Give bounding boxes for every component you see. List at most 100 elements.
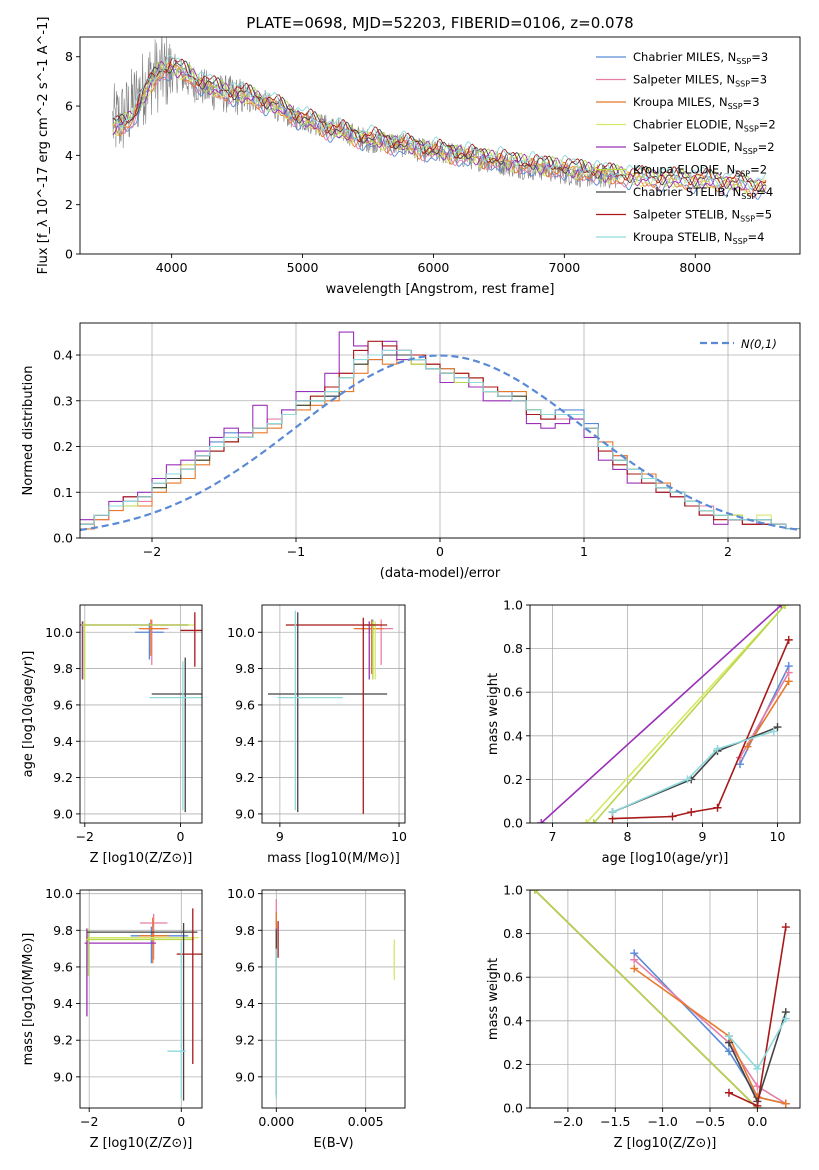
plot-area bbox=[112, 37, 767, 200]
axes-frame bbox=[79, 36, 801, 255]
axes-frame bbox=[261, 889, 406, 1109]
errorbar-kroupa-elodie bbox=[81, 621, 190, 680]
plot-area bbox=[80, 612, 202, 813]
y-tick-label: 9.4 bbox=[53, 734, 73, 749]
massweight-marker bbox=[724, 1088, 733, 1097]
x-tick-label: −2 bbox=[80, 1114, 98, 1129]
y-tick-label: 0.6 bbox=[503, 685, 523, 700]
massweight-line-chabrier-elodie bbox=[585, 605, 786, 823]
y-tick-label: 0.1 bbox=[53, 485, 73, 500]
panel-residual-histogram: −2 −1 0 1 2 0.0 0.1 0.2 0.3 0.4 (data-model)/error… bbox=[21, 322, 801, 581]
errorbar-kroupa-stelib bbox=[167, 941, 186, 1099]
massweight-marker bbox=[537, 819, 546, 823]
y-axis-label: Flux [f_λ 10^-17 erg cm^-2 s^-1 A^-1] bbox=[36, 17, 51, 275]
y-tick-label: 0.4 bbox=[53, 348, 73, 363]
errorbar-salpeter-stelib bbox=[180, 612, 202, 667]
x-tick-label: −0.5 bbox=[695, 1114, 725, 1129]
axes: 7 8 9 10 0.0 0.2 0.4 0.6 0.8 1.0 age [log10(age/yr… bbox=[486, 598, 801, 866]
y-tick-label: 1.0 bbox=[503, 883, 523, 898]
massweight-marker bbox=[589, 819, 598, 823]
errorbar-chabrier-stelib bbox=[86, 922, 198, 1101]
y-tick-label: 0.6 bbox=[503, 970, 523, 985]
axes: 9 10 9.0 9.2 9.4 9.6 9.8 10.0 mass [log10(M/M⊙)] bbox=[227, 604, 407, 866]
y-axis-label: mass [log10(M/M⊙)] bbox=[21, 933, 36, 1066]
y-tick-label: 9.8 bbox=[53, 923, 73, 938]
massweight-marker bbox=[687, 808, 696, 817]
errorbar-chabrier-stelib bbox=[151, 657, 202, 813]
errorbar-chabrier-elodie bbox=[82, 621, 195, 680]
y-tick-label: 1.0 bbox=[503, 598, 523, 613]
y-tick-label: 10.0 bbox=[45, 625, 73, 640]
massweight-marker bbox=[724, 1032, 733, 1041]
massweight-marker bbox=[781, 1099, 790, 1108]
x-tick-label: 5000 bbox=[287, 260, 319, 275]
x-tick-label: 1 bbox=[580, 544, 588, 559]
massweight-marker bbox=[781, 1014, 790, 1023]
massweight-marker bbox=[784, 668, 793, 677]
y-tick-label: 0.3 bbox=[53, 393, 73, 408]
x-axis-label: Z [log10(Z/Z⊙)] bbox=[90, 1136, 193, 1151]
y-tick-label: 0 bbox=[65, 247, 73, 262]
x-tick-label: −2.0 bbox=[553, 1114, 583, 1129]
y-tick-label: 9.8 bbox=[235, 923, 255, 938]
y-tick-label: 9.6 bbox=[53, 697, 73, 712]
massweight-line-salpeter-miles bbox=[633, 959, 787, 1105]
axes: −2 −1 0 1 2 0.0 0.1 0.2 0.3 0.4 (data-model)/error… bbox=[21, 322, 801, 581]
y-tick-label: 0.8 bbox=[503, 641, 523, 656]
massweight-marker bbox=[781, 923, 790, 932]
errorbar-salpeter-stelib bbox=[285, 617, 388, 814]
y-tick-label: 0.4 bbox=[503, 728, 523, 743]
y-tick-label: 6 bbox=[65, 99, 73, 114]
massweight-marker bbox=[582, 819, 591, 823]
x-tick-label: 7000 bbox=[548, 260, 580, 275]
y-tick-label: 0.2 bbox=[503, 1057, 523, 1072]
x-tick-label: 9 bbox=[276, 829, 284, 844]
errorbar-salpeter-miles bbox=[142, 619, 169, 665]
panel-age-vs-metallicity: −2 0 9.0 9.2 9.4 9.6 9.8 10.0 Z [log10(Z/Z⊙)] age… bbox=[21, 604, 203, 866]
legend-label: Chabrier MILES, NSSP=3 bbox=[633, 50, 768, 66]
y-tick-label: 8 bbox=[65, 49, 73, 64]
figure-title: PLATE=0698, MJD=52203, FIBERID=0106, z=0… bbox=[246, 14, 633, 32]
gaussian-curve bbox=[80, 354, 800, 532]
legend: N(0,1) bbox=[700, 337, 777, 351]
model-spectrum-line-salpeter-miles bbox=[112, 64, 767, 199]
grid bbox=[530, 889, 800, 1109]
y-tick-label: 9.8 bbox=[235, 661, 255, 676]
x-tick-label: 9 bbox=[699, 829, 707, 844]
y-axis-label: mass weight bbox=[486, 958, 501, 1040]
model-spectrum-line-chabrier-stelib bbox=[112, 60, 767, 193]
legend-label: Chabrier ELODIE, NSSP=2 bbox=[633, 118, 776, 134]
errorbar-kroupa-miles bbox=[138, 917, 169, 964]
massweight-marker bbox=[630, 955, 639, 964]
errorbar-salpeter-elodie bbox=[80, 621, 188, 680]
y-tick-label: 2 bbox=[65, 197, 73, 212]
y-tick-label: 9.6 bbox=[235, 697, 255, 712]
y-tick-label: 10.0 bbox=[227, 886, 255, 901]
model-spectrum-line-kroupa-stelib bbox=[112, 55, 767, 190]
legend: Chabrier MILES, NSSP=3 Salpeter MILES, NS… bbox=[596, 50, 776, 246]
massweight-marker bbox=[724, 1047, 733, 1056]
massweight-marker bbox=[769, 727, 778, 736]
y-tick-label: 9.2 bbox=[53, 770, 73, 785]
y-tick-label: 9.2 bbox=[235, 1033, 255, 1048]
axes-frame bbox=[529, 604, 801, 824]
axes: 0.000 0.005 9.0 9.2 9.4 9.6 9.8 10.0 E(B-V) bbox=[227, 886, 406, 1151]
x-axis-label: Z [log10(Z/Z⊙)] bbox=[90, 851, 193, 866]
massweight-marker bbox=[630, 964, 639, 973]
massweight-marker bbox=[713, 803, 722, 812]
x-tick-label: −2 bbox=[143, 544, 161, 559]
x-tick-label: 0.0 bbox=[747, 1114, 767, 1129]
axes-frame bbox=[529, 889, 801, 1109]
axes: −2.0 −1.5 −1.0 −0.5 0.0 0.0 0.2 0.4 0.6 0.8 1.0 Z [… bbox=[486, 883, 801, 1151]
massweight-line-salpeter-stelib bbox=[612, 639, 790, 820]
plot-area bbox=[275, 899, 395, 1099]
y-tick-label: 9.6 bbox=[53, 959, 73, 974]
massweight-marker bbox=[773, 723, 782, 732]
axes-frame bbox=[261, 604, 406, 824]
x-tick-label: −1 bbox=[287, 544, 305, 559]
x-tick-label: 0.000 bbox=[258, 1114, 294, 1129]
y-tick-label: 9.4 bbox=[235, 996, 255, 1011]
axes-frame bbox=[79, 604, 203, 824]
axes-frame bbox=[79, 322, 801, 539]
model-spectrum-line-chabrier-miles bbox=[112, 67, 767, 200]
